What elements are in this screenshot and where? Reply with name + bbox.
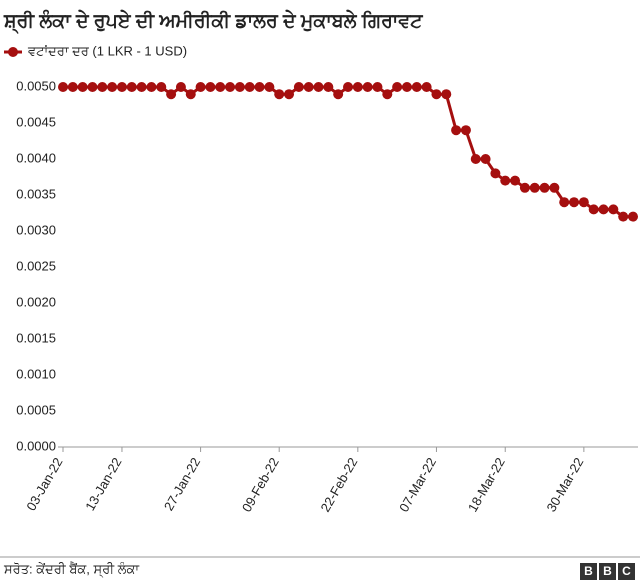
data-point — [274, 89, 285, 100]
data-point — [343, 82, 353, 92]
y-tick-label: 0.0045 — [16, 114, 56, 129]
data-point — [303, 82, 314, 92]
data-point — [549, 182, 560, 193]
data-point — [411, 82, 422, 92]
data-point — [293, 82, 304, 92]
data-point — [500, 175, 511, 186]
data-point — [323, 82, 334, 92]
data-point — [166, 89, 177, 100]
data-point — [97, 82, 108, 92]
legend-marker — [8, 47, 18, 57]
y-tick-label: 0.0040 — [16, 150, 56, 165]
data-point — [569, 197, 580, 208]
data-point — [264, 82, 275, 92]
x-tick-label: 30-Mar-22 — [543, 455, 586, 514]
data-point — [234, 82, 245, 92]
logo-box — [599, 563, 616, 580]
logo-box — [580, 563, 597, 580]
data-point — [352, 82, 363, 92]
data-point — [431, 89, 442, 100]
data-point — [372, 82, 383, 92]
data-point — [460, 125, 471, 136]
data-point — [608, 204, 619, 215]
data-point — [588, 204, 599, 215]
y-tick-label: 0.0025 — [16, 258, 56, 273]
data-point — [559, 197, 570, 208]
data-point — [87, 82, 98, 92]
y-tick-label: 0.0035 — [16, 186, 56, 201]
data-point — [77, 82, 88, 92]
logo-letter: C — [622, 564, 631, 578]
data-point — [333, 89, 344, 100]
x-tick-label: 07-Mar-22 — [396, 455, 439, 514]
data-point — [58, 82, 68, 92]
data-point — [441, 89, 452, 100]
data-point — [618, 211, 629, 222]
source: ਸਰੋਤ: ਕੇਂਦਰੀ ਬੈਂਕ, ਸ੍ਰੀ ਲੰਕਾ — [3, 561, 140, 578]
data-point — [578, 197, 589, 208]
x-tick-label: 13-Jan-22 — [82, 455, 124, 513]
data-point — [382, 89, 393, 100]
y-tick-label: 0.0050 — [16, 78, 56, 93]
data-point — [470, 154, 481, 164]
data-point — [107, 82, 118, 92]
data-point — [539, 182, 550, 193]
data-point — [401, 82, 412, 92]
y-tick-label: 0.0000 — [16, 438, 56, 453]
series-line — [63, 85, 633, 219]
data-point — [392, 82, 403, 92]
y-tick-label: 0.0015 — [16, 330, 56, 345]
x-tick-label: 09-Feb-22 — [239, 455, 282, 514]
data-point — [628, 211, 638, 222]
logo-letter: B — [603, 564, 612, 578]
data-point — [284, 89, 295, 100]
y-tick-label: 0.0030 — [16, 222, 56, 237]
data-point — [146, 82, 157, 92]
data-point — [529, 182, 540, 193]
data-point — [67, 82, 78, 92]
data-point — [598, 204, 609, 215]
data-point — [490, 168, 501, 179]
data-point — [215, 82, 226, 92]
data-point — [225, 82, 236, 92]
y-tick-label: 0.0020 — [16, 294, 56, 309]
logo-letter: B — [584, 564, 593, 578]
y-tick-label: 0.0005 — [16, 402, 56, 417]
data-point — [126, 82, 137, 92]
data-point — [244, 82, 255, 92]
data-point — [254, 82, 265, 92]
data-point — [451, 125, 462, 136]
data-point — [480, 154, 491, 164]
x-tick-label: 27-Jan-22 — [161, 455, 203, 513]
data-point — [519, 182, 530, 193]
data-point — [362, 82, 373, 92]
x-tick-label: 22-Feb-22 — [317, 455, 360, 514]
chart-title: ਸ਼੍ਰੀ ਲੰਕਾ ਦੇ ਰੁਪਏ ਦੀ ਅਮੀਰੀਕੀ ਡਾਲਰ ਦੇ ਮੁ… — [3, 9, 423, 34]
y-tick-label: 0.0010 — [16, 366, 56, 381]
data-point — [116, 82, 127, 92]
data-point — [510, 175, 521, 186]
data-point — [313, 82, 324, 92]
data-point — [175, 82, 186, 92]
data-point — [156, 82, 167, 92]
data-point — [185, 89, 196, 100]
legend-label: ਵਟਾਂਦਰਾ ਦਰ (1 LKR - 1 USD) — [27, 43, 187, 58]
data-point — [136, 82, 147, 92]
data-point — [421, 82, 432, 92]
x-tick-label: 03-Jan-22 — [23, 455, 65, 513]
data-point — [205, 82, 216, 92]
logo-box — [618, 563, 635, 580]
data-point — [195, 82, 206, 92]
x-tick-label: 18-Mar-22 — [465, 455, 508, 514]
